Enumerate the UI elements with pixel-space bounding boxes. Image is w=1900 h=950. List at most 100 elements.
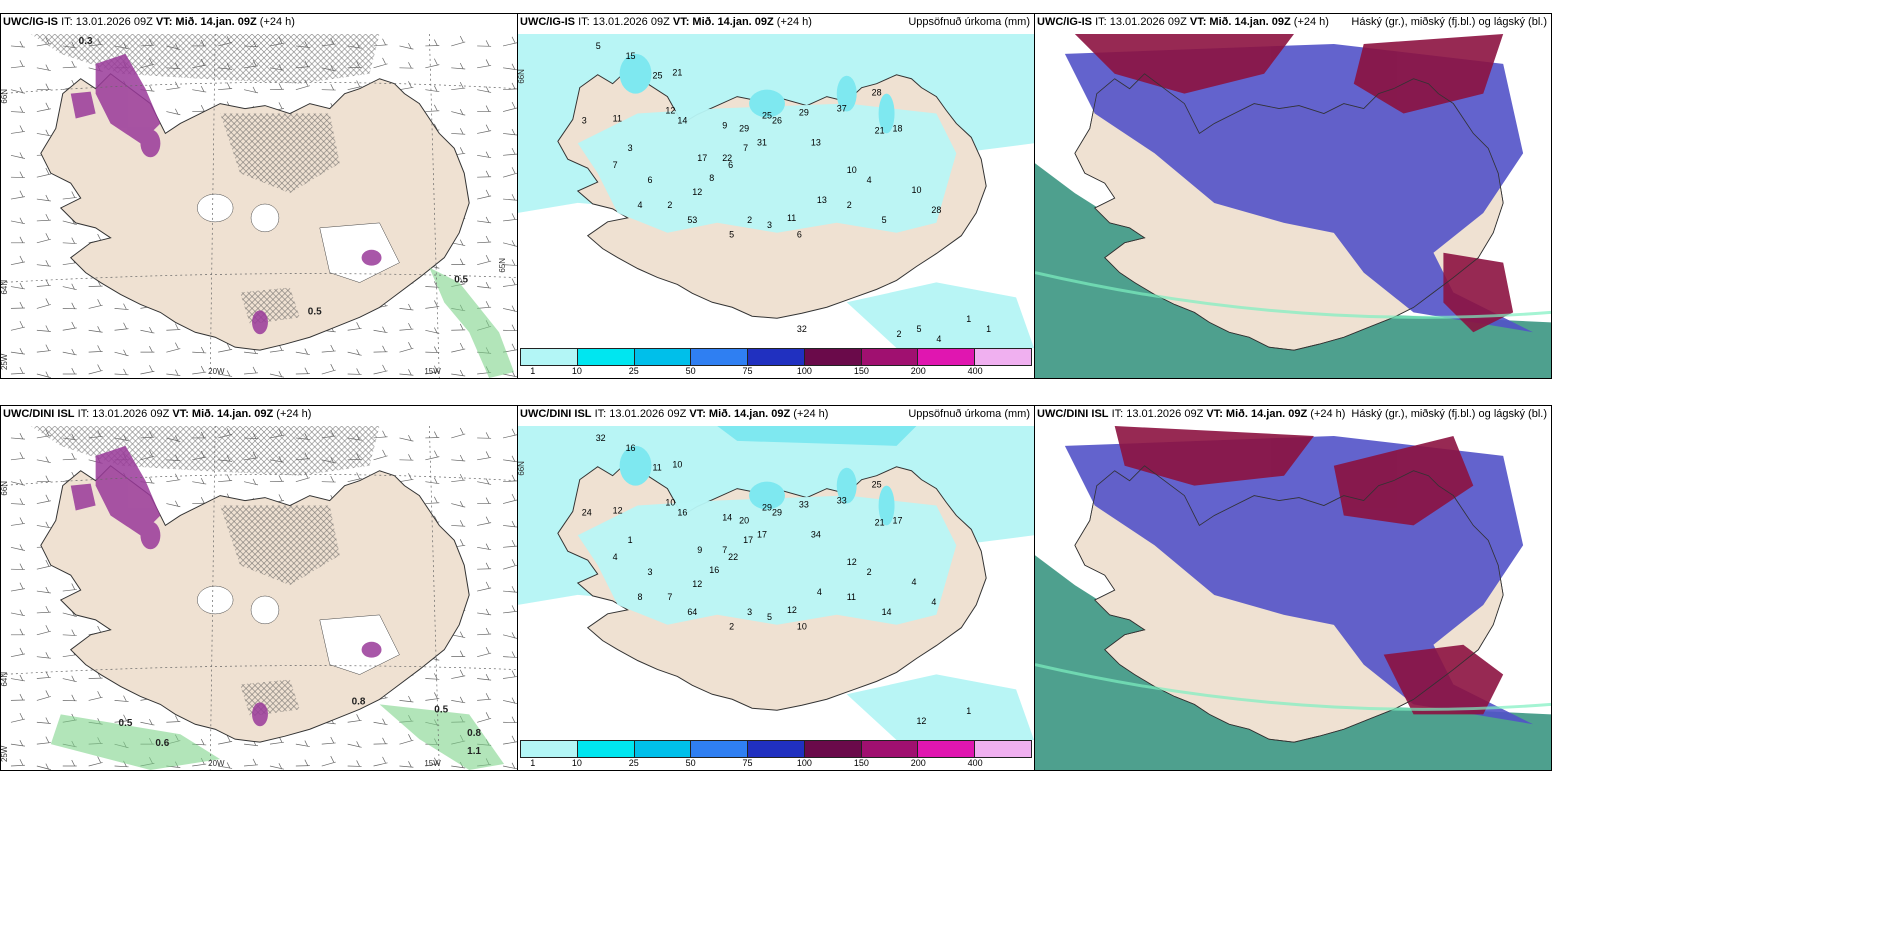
value-label: 0.5 [308, 306, 322, 317]
value-label: 11 [613, 113, 622, 123]
model-name: UWC/DINI ISL [1037, 408, 1109, 420]
value-label: 21 [875, 517, 885, 527]
value-label: 2 [747, 215, 752, 225]
colorbar-tick: 400 [967, 758, 983, 768]
value-label: 37 [837, 104, 847, 114]
colorbar-tick: 50 [685, 758, 696, 768]
axis-label-lat-top: 66N [1, 89, 9, 104]
value-label: 17 [697, 153, 707, 163]
axis-label-lon-right: 15W [424, 759, 441, 768]
value-label: 5 [729, 230, 734, 240]
init-time: IT: 13.01.2026 09Z [1095, 16, 1187, 28]
axis-label-lon-mid: 20W [208, 367, 225, 376]
value-label: 29 [739, 123, 749, 133]
value-label: 10 [797, 622, 807, 632]
value-label: 4 [817, 587, 822, 597]
model-name: UWC/IG-IS [1037, 16, 1092, 28]
axis-label-lat-top: 66N [518, 69, 526, 84]
colorbar-bin [691, 741, 749, 757]
value-label: 32 [797, 324, 807, 334]
colorbar-bin [634, 741, 692, 757]
value-label: 16 [709, 565, 719, 575]
value-label: 8 [638, 592, 643, 602]
light-precip-area [846, 282, 1034, 348]
panel-header: UWC/DINI ISL IT: 13.01.2026 09Z VT: Mið.… [3, 408, 311, 420]
valid-time: Mið. 14.jan. 09Z [1225, 408, 1308, 420]
value-label: 13 [817, 195, 827, 205]
value-label: 7 [722, 545, 727, 555]
value-label: 28 [931, 205, 941, 215]
value-label: 33 [799, 499, 809, 509]
axis-label-lon-left: 25W [1, 353, 9, 370]
panel-header: UWC/DINI ISL IT: 13.01.2026 09Z VT: Mið.… [1037, 408, 1345, 420]
colorbar [520, 348, 1032, 366]
axis-label-lat-bot: 64N [1, 672, 9, 687]
colorbar-bin [804, 349, 862, 365]
value-label: 4 [936, 334, 941, 344]
value-label: 31 [757, 137, 767, 147]
init-time: IT: 13.01.2026 09Z [578, 16, 670, 28]
colorbar-bin [975, 741, 1032, 757]
colorbar-bin [861, 349, 919, 365]
colorbar-tick: 25 [628, 758, 639, 768]
value-label: 17 [893, 515, 903, 525]
axis-label-lon-mid: 20W [208, 759, 225, 768]
value-label: 22 [728, 552, 738, 562]
value-label: 1 [966, 706, 971, 716]
colorbar-tick: 75 [742, 366, 753, 376]
value-label: 5 [767, 612, 772, 622]
value-label: 5 [596, 41, 601, 51]
value-label: 4 [867, 175, 872, 185]
colorbar-bin [748, 349, 805, 365]
value-label: 6 [728, 160, 733, 170]
value-label: 24 [582, 507, 592, 517]
valid-time: Mið. 14.jan. 09Z [175, 16, 257, 28]
valid-time-label: VT: [1206, 408, 1223, 420]
map-area: 32 16 11 10 10 16 24 12 14 20 29 29 33 33 25 21 17 17 34 12… [518, 426, 1034, 740]
value-label: 18 [893, 123, 903, 133]
value-label: 25 [762, 110, 772, 120]
value-label: 29 [762, 502, 772, 512]
valid-time-label: VT: [1189, 16, 1207, 28]
value-label: 12 [916, 716, 926, 726]
cloud-edge [1035, 271, 1551, 319]
init-time: IT: 13.01.2026 09Z [77, 408, 170, 420]
colorbar-tick: 200 [910, 366, 926, 376]
map-svg: 0.5 0.6 0.8 0.5 0.8 1.1 66N 64N 25W 20W 15W [1, 426, 517, 770]
light-precip-land [577, 103, 957, 233]
value-labels: 0.5 0.6 0.8 0.5 0.8 1.1 [119, 696, 482, 757]
high-cloud-areas [1114, 426, 1504, 715]
value-label: 2 [847, 200, 852, 210]
value-label: 11 [787, 213, 796, 223]
valid-time-label: VT: [155, 16, 173, 28]
colorbar-tick: 75 [742, 758, 753, 768]
init-time: IT: 13.01.2026 09Z [594, 408, 687, 420]
colorbar-bin [861, 741, 919, 757]
value-label: 21 [672, 68, 682, 78]
value-label: 0.5 [434, 704, 448, 715]
value-label: 12 [665, 106, 675, 116]
value-label: 7 [743, 143, 748, 153]
colorbar-bin [577, 741, 635, 757]
axis-label-lat-top: 66N [1, 481, 9, 496]
value-label: 13 [811, 137, 821, 147]
snow-hatch [30, 426, 380, 717]
value-label: 3 [767, 220, 772, 230]
panel-ig-is-precip-type: UWC/IG-IS IT: 13.01.2026 09Z VT: Mið. 14… [0, 13, 518, 379]
value-label: 14 [677, 115, 687, 125]
panel-dini-clouds: UWC/DINI ISL IT: 13.01.2026 09Z VT: Mið.… [1034, 405, 1552, 771]
ice-caps [196, 193, 400, 283]
axis-label-lat-bot: 64N [1, 280, 9, 295]
valid-time-label: VT: [689, 408, 706, 420]
rain-areas [50, 704, 505, 770]
value-label: 3 [747, 607, 752, 617]
map-svg [1035, 426, 1551, 770]
value-label: 10 [665, 498, 675, 508]
colorbar-bin [975, 349, 1032, 365]
value-label: 33 [837, 496, 847, 506]
lead-time: (+24 h) [1310, 408, 1346, 420]
value-label: 0.5 [454, 275, 468, 286]
colorbar-tick: 200 [910, 758, 926, 768]
value-label: 9 [697, 545, 702, 555]
field-title: Uppsöfnuð úrkoma (mm) [908, 16, 1030, 28]
